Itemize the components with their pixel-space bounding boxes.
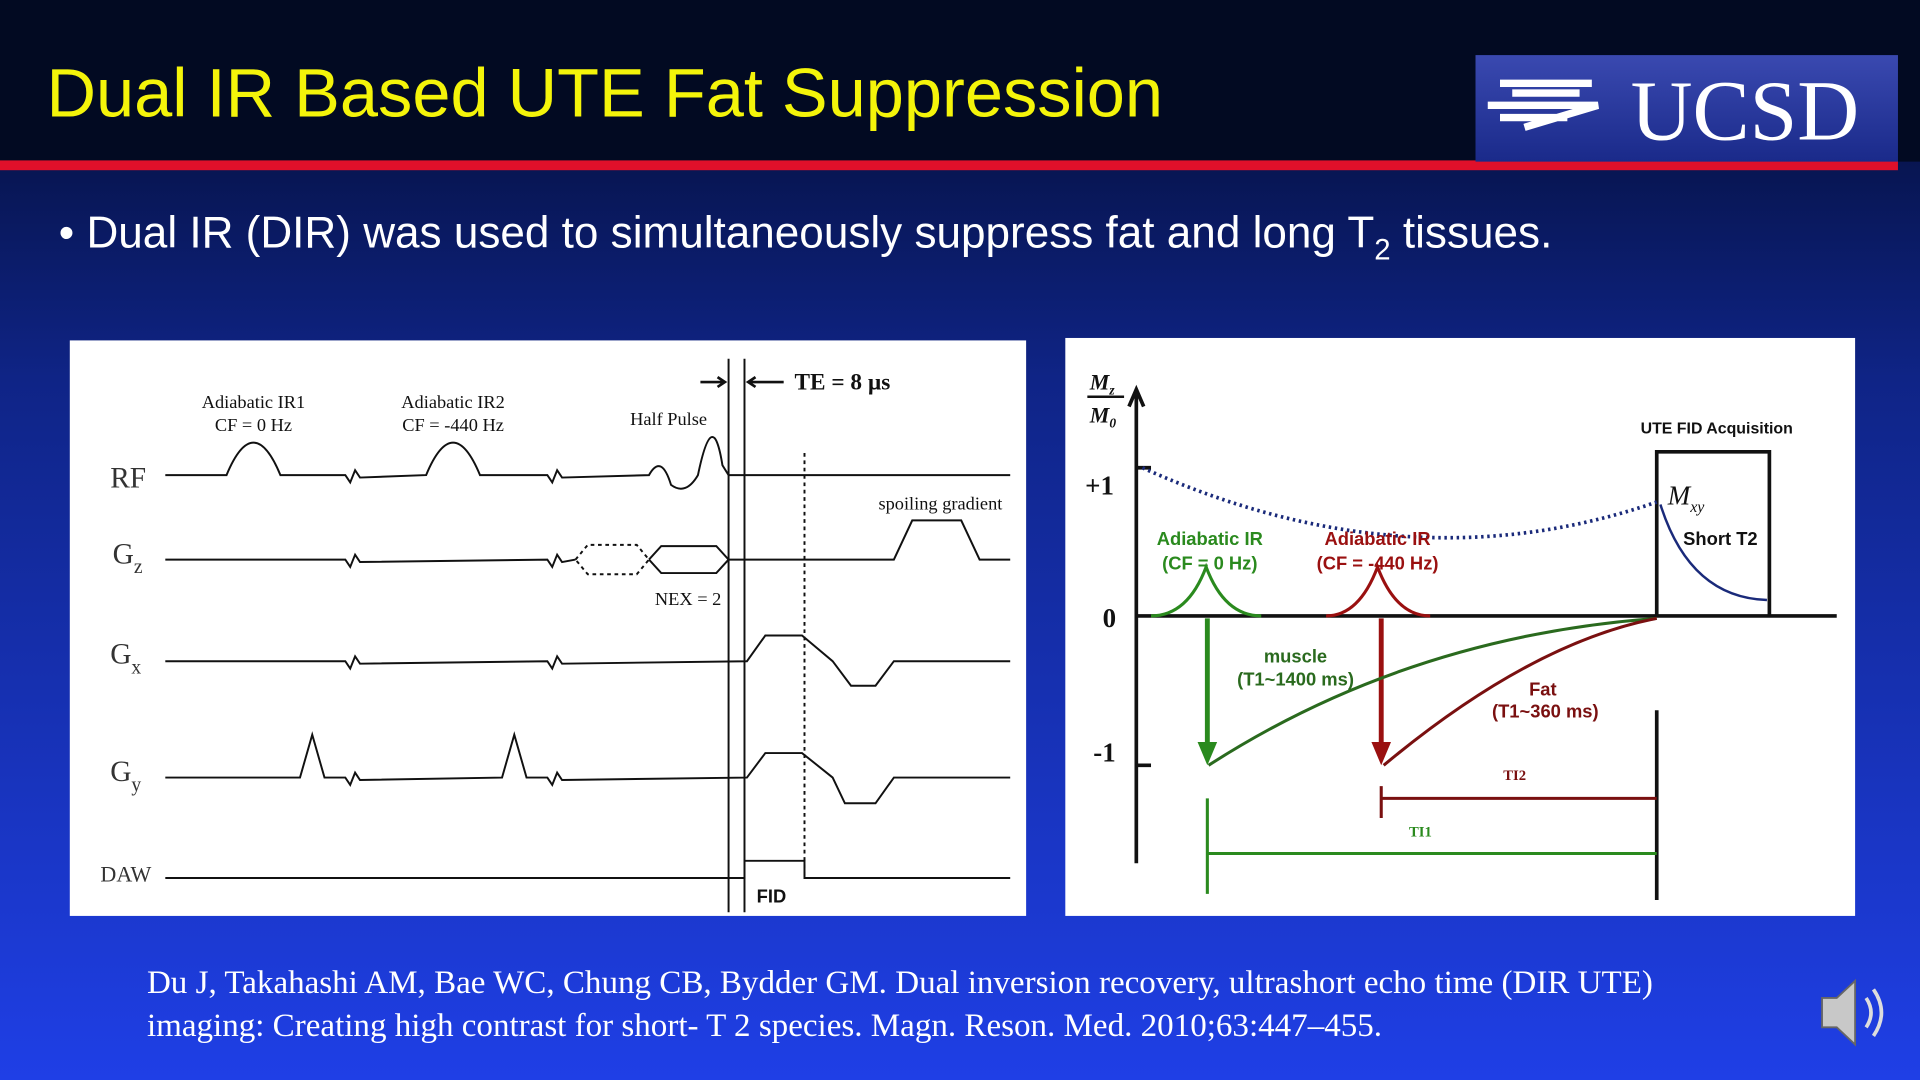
ir-pulse-a xyxy=(1150,562,1262,618)
ir-b-cf: (CF = -440 Hz) xyxy=(1317,552,1439,573)
ir1-label: Adiabatic IR1 xyxy=(202,392,306,412)
row-base: G xyxy=(110,756,131,788)
logo: UCSD xyxy=(1475,55,1898,162)
mz-curve xyxy=(1141,466,1658,540)
row-label: Gx xyxy=(110,639,141,679)
panel xyxy=(69,340,1027,916)
short-t2-label: Short T2 xyxy=(1683,528,1757,549)
row-label: RF xyxy=(110,462,146,494)
row-sub: x xyxy=(131,657,141,678)
nex-label: NEX = 2 xyxy=(655,589,721,609)
sequence-labels: Adiabatic IR1 CF = 0 Hz Adiabatic IR2 CF… xyxy=(202,369,1003,609)
ir-b-label: Adiabatic IR xyxy=(1324,528,1430,549)
magnetization-labels: Adiabatic IR (CF = 0 Hz) Adiabatic IR (C… xyxy=(1157,420,1793,840)
row-base: G xyxy=(110,639,131,671)
tick-label: 0 xyxy=(1103,603,1116,633)
row-labels: RF Gz Gx Gy DAW xyxy=(100,462,151,886)
bullet-text: Dual IR (DIR) was used to simultaneously… xyxy=(86,208,1374,257)
ir2-label: Adiabatic IR2 xyxy=(401,392,504,412)
mxy-label: Mxy xyxy=(1667,480,1705,515)
arrowhead xyxy=(1371,742,1392,766)
row-label: DAW xyxy=(100,862,151,887)
axis-base: M xyxy=(1089,369,1111,394)
row-sub: z xyxy=(134,557,143,578)
muscle-label: muscle xyxy=(1264,645,1327,666)
te-arrows xyxy=(700,376,784,389)
te-bounds xyxy=(727,358,746,913)
speaker-waves xyxy=(1864,988,1884,1037)
row-base: RF xyxy=(110,462,146,494)
bullet-text-end: tissues. xyxy=(1391,208,1553,257)
slide-title: Dual IR Based UTE Fat Suppression xyxy=(47,54,1164,131)
waveforms xyxy=(165,358,1011,913)
magnetization-diagram: Adiabatic IR (CF = 0 Hz) Adiabatic IR (C… xyxy=(1065,337,1856,916)
muscle-curve xyxy=(1207,616,1657,767)
mxy-base: M xyxy=(1667,480,1692,510)
ir-pulse-b xyxy=(1326,562,1431,618)
row-base: G xyxy=(113,538,134,570)
citation: Du J, Takahashi AM, Bae WC, Chung CB, By… xyxy=(147,965,1653,1044)
spoiling-label: spoiling gradient xyxy=(878,493,1002,513)
tick-label: +1 xyxy=(1085,471,1114,501)
ti2-label: TI2 xyxy=(1503,768,1526,784)
row-label: Gy xyxy=(110,756,141,796)
citation-line: Du J, Takahashi AM, Bae WC, Chung CB, By… xyxy=(147,965,1653,1001)
daw-line xyxy=(165,859,1011,879)
acquisition-box xyxy=(1654,450,1772,616)
axis-label-bottom: M0 xyxy=(1089,402,1117,430)
te-label: TE = 8 µs xyxy=(795,369,891,395)
header-rule xyxy=(0,160,1898,171)
sequence-diagram: Adiabatic IR1 CF = 0 Hz Adiabatic IR2 CF… xyxy=(69,340,1027,916)
row-sub: y xyxy=(131,775,141,796)
speaker-body xyxy=(1821,978,1857,1047)
bullet: • Dual IR (DIR) was used to simultaneous… xyxy=(59,208,1553,266)
acquisition-label: UTE FID Acquisition xyxy=(1641,420,1793,437)
citation-line: imaging: Creating high contrast for shor… xyxy=(147,1008,1382,1044)
axis-sub: z xyxy=(1108,382,1115,397)
mxy-decay xyxy=(1659,504,1767,602)
panel xyxy=(1065,337,1856,916)
axis-sub: 0 xyxy=(1109,415,1116,430)
logo-mark xyxy=(1487,79,1600,131)
fat-curve xyxy=(1382,616,1658,767)
ti1-line xyxy=(1205,798,1657,894)
axis-labels: +1 0 -1 Mz M0 Mxy xyxy=(1085,369,1705,767)
rf-line xyxy=(165,436,1011,490)
row-label: Gz xyxy=(113,538,143,578)
mxy-sub: xy xyxy=(1689,499,1705,516)
arrowhead xyxy=(1197,742,1218,766)
tick-label: -1 xyxy=(1093,738,1115,768)
row-base: DAW xyxy=(100,862,151,887)
muscle-t1: (T1~1400 ms) xyxy=(1237,669,1354,690)
axis-label-top: Mz xyxy=(1089,369,1116,397)
fid-label: FID xyxy=(757,885,787,906)
gx-line xyxy=(165,634,1011,687)
speaker-icon[interactable] xyxy=(1821,978,1884,1047)
ti2-line xyxy=(1379,786,1657,818)
ti1-label: TI1 xyxy=(1409,824,1432,840)
bullet-sub: 2 xyxy=(1374,234,1390,267)
ir1-cf: CF = 0 Hz xyxy=(215,415,292,435)
gy-line xyxy=(165,731,1011,805)
fat-label: Fat xyxy=(1529,679,1557,700)
half-pulse-label: Half Pulse xyxy=(630,409,707,429)
fat-t1: (T1~360 ms) xyxy=(1492,701,1599,722)
gz-dotted xyxy=(574,543,651,576)
axis-base: M xyxy=(1089,402,1111,427)
ir-a-cf: (CF = 0 Hz) xyxy=(1162,552,1257,573)
logo-text: UCSD xyxy=(1631,64,1860,159)
ir-a-label: Adiabatic IR xyxy=(1157,528,1263,549)
ir2-cf: CF = -440 Hz xyxy=(402,415,504,435)
y-axis xyxy=(1127,384,1146,864)
